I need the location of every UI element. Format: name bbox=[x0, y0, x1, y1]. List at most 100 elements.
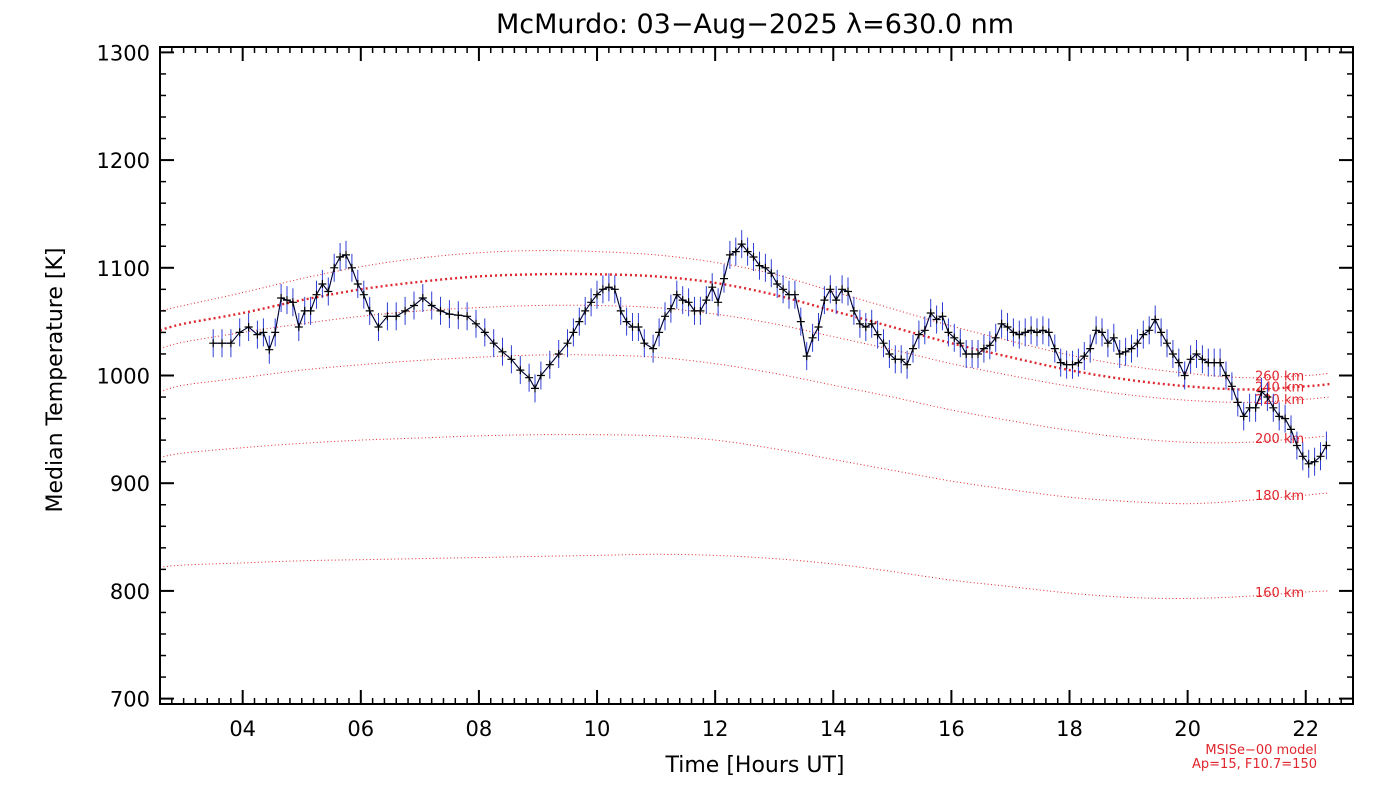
data-point-144 bbox=[1139, 330, 1148, 339]
measured-line bbox=[213, 243, 1327, 465]
measured-line-shadow bbox=[213, 243, 1327, 465]
model-curve-260-km bbox=[159, 250, 1330, 379]
data-point-47 bbox=[563, 339, 572, 348]
error-bars bbox=[212, 230, 1327, 478]
data-point-126 bbox=[1033, 328, 1041, 337]
data-point-67 bbox=[684, 298, 693, 307]
data-point-95 bbox=[849, 306, 858, 315]
data-point-101 bbox=[885, 350, 894, 358]
data-point-160 bbox=[1233, 398, 1242, 407]
data-point-105 bbox=[909, 344, 917, 353]
data-point-157 bbox=[1216, 358, 1225, 367]
data-point-50 bbox=[581, 306, 590, 315]
model-curve-200-km bbox=[159, 354, 1330, 444]
data-point-38 bbox=[489, 339, 498, 348]
measured-series bbox=[209, 230, 1331, 478]
data-point-75 bbox=[731, 247, 740, 256]
data-point-173 bbox=[1310, 457, 1319, 466]
data-point-4 bbox=[244, 323, 253, 331]
model-curve-180-km bbox=[159, 434, 1330, 505]
data-point-53 bbox=[598, 285, 607, 294]
data-point-0 bbox=[209, 339, 218, 348]
data-point-142 bbox=[1127, 344, 1136, 353]
data-point-170 bbox=[1292, 441, 1301, 450]
data-point-149 bbox=[1168, 350, 1177, 358]
data-point-82 bbox=[773, 280, 782, 288]
data-point-14 bbox=[306, 306, 315, 315]
data-point-92 bbox=[832, 296, 841, 305]
data-point-165 bbox=[1263, 393, 1272, 401]
data-point-49 bbox=[575, 317, 584, 326]
y-tick-label-3: 1000 bbox=[97, 365, 150, 389]
data-point-48 bbox=[569, 328, 578, 337]
data-point-81 bbox=[767, 269, 776, 278]
data-point-63 bbox=[661, 312, 669, 321]
y-axis-label: Median Temperature [K] bbox=[43, 248, 68, 513]
data-point-60 bbox=[640, 339, 649, 348]
data-point-104 bbox=[903, 360, 912, 369]
x-tick-label-8: 20 bbox=[1174, 717, 1201, 741]
x-tick-label-3: 10 bbox=[584, 717, 611, 741]
x-tick-label-0: 04 bbox=[229, 717, 256, 741]
data-point-158 bbox=[1222, 371, 1230, 380]
data-point-85 bbox=[790, 290, 799, 299]
data-point-79 bbox=[755, 261, 764, 270]
data-point-172 bbox=[1304, 459, 1313, 468]
data-point-56 bbox=[616, 306, 625, 315]
data-point-17 bbox=[324, 287, 333, 296]
data-point-41 bbox=[516, 366, 525, 375]
data-point-3 bbox=[235, 328, 244, 337]
data-point-59 bbox=[634, 323, 643, 331]
data-point-136 bbox=[1092, 326, 1101, 335]
data-point-86 bbox=[796, 317, 805, 326]
data-point-148 bbox=[1163, 339, 1171, 348]
data-point-61 bbox=[649, 344, 658, 353]
data-point-26 bbox=[383, 312, 392, 321]
data-point-9 bbox=[277, 294, 286, 302]
y-tick-label-6: 1300 bbox=[97, 41, 150, 65]
data-point-8 bbox=[271, 328, 280, 337]
data-point-141 bbox=[1121, 347, 1130, 356]
data-point-40 bbox=[507, 355, 516, 364]
data-point-22 bbox=[353, 280, 362, 288]
data-point-119 bbox=[991, 333, 1000, 342]
data-point-91 bbox=[826, 285, 835, 294]
data-point-28 bbox=[401, 306, 410, 315]
data-point-94 bbox=[844, 287, 852, 296]
data-point-166 bbox=[1269, 403, 1278, 412]
data-point-108 bbox=[926, 309, 935, 317]
data-point-77 bbox=[743, 247, 752, 256]
data-point-21 bbox=[347, 263, 356, 272]
data-point-143 bbox=[1133, 339, 1142, 348]
x-tick-label-2: 08 bbox=[466, 717, 493, 741]
data-point-80 bbox=[761, 263, 770, 272]
data-point-168 bbox=[1281, 414, 1290, 423]
data-point-32 bbox=[436, 306, 445, 315]
data-point-20 bbox=[342, 250, 350, 259]
data-point-65 bbox=[672, 290, 681, 299]
data-point-109 bbox=[932, 315, 941, 324]
data-point-138 bbox=[1103, 339, 1112, 348]
data-point-164 bbox=[1257, 387, 1266, 396]
data-point-6 bbox=[259, 328, 268, 337]
data-point-34 bbox=[454, 311, 463, 320]
x-tick-label-9: 22 bbox=[1292, 717, 1319, 741]
y-tick-label-2: 900 bbox=[110, 472, 150, 496]
data-point-23 bbox=[359, 290, 368, 299]
data-point-31 bbox=[427, 301, 436, 310]
data-point-43 bbox=[531, 384, 539, 393]
data-point-116 bbox=[974, 350, 982, 358]
x-tick-label-6: 16 bbox=[938, 717, 965, 741]
data-point-90 bbox=[820, 296, 829, 305]
data-point-111 bbox=[944, 328, 953, 337]
data-point-10 bbox=[283, 296, 291, 305]
data-point-51 bbox=[587, 298, 596, 307]
data-point-150 bbox=[1174, 358, 1183, 367]
data-point-120 bbox=[997, 319, 1006, 328]
model-curve-label-200-km: 200 km bbox=[1255, 432, 1304, 447]
data-point-151 bbox=[1180, 371, 1189, 380]
model-curve-label-160-km: 160 km bbox=[1255, 586, 1304, 601]
x-axis-label: Time [Hours UT] bbox=[665, 753, 845, 778]
data-point-87 bbox=[802, 352, 811, 361]
